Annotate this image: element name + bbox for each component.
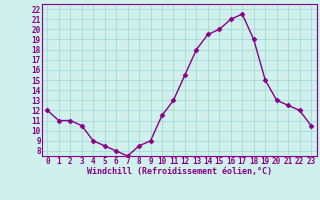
X-axis label: Windchill (Refroidissement éolien,°C): Windchill (Refroidissement éolien,°C) [87, 167, 272, 176]
